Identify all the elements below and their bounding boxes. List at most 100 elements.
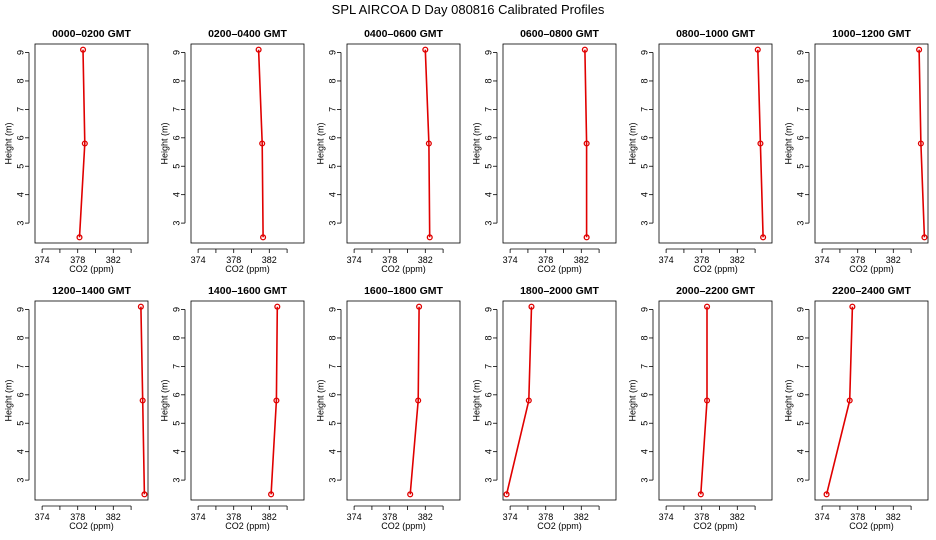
y-tick-label: 6 [639,135,649,140]
data-point [76,234,83,241]
y-tick-label: 5 [639,164,649,169]
plot-frame [34,300,149,501]
panel-title: 2200–2400 GMT [832,285,911,297]
profile-line [257,49,264,238]
y-tick-label: 7 [327,364,337,369]
y-tick-label: 3 [15,478,25,483]
y-axis-label: Height (m) [315,122,325,164]
data-point [583,234,590,241]
data-point [846,397,853,404]
plot-frame [190,43,305,244]
data-point [823,491,830,498]
y-tick-label: 5 [327,421,337,426]
data-point [407,491,414,498]
y-tick-label: 5 [483,164,493,169]
x-tick-label: 374 [35,255,50,265]
y-tick-label: 3 [327,221,337,226]
profile-line [270,306,279,495]
x-tick-label: 378 [382,512,397,522]
y-tick-label: 9 [171,50,181,55]
x-tick-label: 382 [730,512,745,522]
data-point [137,303,144,310]
y-tick-label: 3 [483,478,493,483]
data-point [916,46,923,53]
x-axis-label: CO2 (ppm) [225,521,270,531]
data-point [917,140,924,147]
data-point [260,234,267,241]
y-tick-label: 5 [639,421,649,426]
y-tick-label: 7 [171,107,181,112]
data-point [757,140,764,147]
y-tick-label: 8 [795,335,805,340]
panel-title: 1400–1600 GMT [208,285,287,297]
x-axis-label: CO2 (ppm) [849,521,894,531]
x-tick-label: 382 [418,255,433,265]
data-point [581,46,588,53]
y-tick-label: 8 [795,78,805,83]
x-tick-label: 382 [106,512,121,522]
y-tick-label: 5 [327,164,337,169]
y-tick-label: 9 [795,50,805,55]
plot-frame [658,43,773,244]
x-axis-label: CO2 (ppm) [693,264,738,274]
y-tick-label: 4 [327,192,337,197]
y-tick-label: 7 [483,107,493,112]
plot-frame [658,300,773,501]
plot-frame [346,300,461,501]
panel-title: 0400–0600 GMT [364,28,443,40]
x-axis-label: CO2 (ppm) [225,264,270,274]
y-tick-label: 8 [639,78,649,83]
data-point [268,491,275,498]
x-axis-label: CO2 (ppm) [537,264,582,274]
x-tick-label: 374 [659,512,674,522]
y-tick-label: 3 [483,221,493,226]
y-tick-label: 4 [795,192,805,197]
data-point [139,397,146,404]
y-tick-label: 9 [327,50,337,55]
y-tick-label: 8 [483,78,493,83]
y-tick-label: 7 [15,364,25,369]
x-axis-label: CO2 (ppm) [381,521,426,531]
x-axis-label: CO2 (ppm) [381,264,426,274]
data-point [141,491,148,498]
y-tick-label: 7 [483,364,493,369]
x-axis-label: CO2 (ppm) [693,521,738,531]
profile-line [918,49,926,238]
panel-title: 2000–2200 GMT [676,285,755,297]
y-tick-label: 6 [483,135,493,140]
y-tick-label: 9 [15,307,25,312]
x-tick-label: 374 [35,512,50,522]
x-tick-label: 378 [382,255,397,265]
y-tick-label: 9 [327,307,337,312]
panel-title: 1600–1800 GMT [364,285,443,297]
panel-title: 1800–2000 GMT [520,285,599,297]
data-point [697,491,704,498]
x-tick-label: 378 [694,512,709,522]
data-point [754,46,761,53]
x-axis-label: CO2 (ppm) [69,264,114,274]
profile-line [825,306,854,495]
x-tick-label: 382 [886,512,901,522]
data-point [415,397,422,404]
y-tick-label: 9 [483,50,493,55]
data-point [79,46,87,53]
x-axis-label: CO2 (ppm) [537,521,582,531]
panel-title: 1200–1400 GMT [52,285,131,297]
x-tick-label: 382 [262,255,277,265]
y-tick-label: 4 [171,192,181,197]
y-tick-label: 9 [15,50,25,55]
y-tick-label: 7 [639,107,649,112]
y-tick-label: 6 [327,135,337,140]
profile-line [700,306,708,495]
y-tick-label: 4 [639,449,649,454]
y-tick-label: 4 [15,192,25,197]
figure-title: SPL AIRCOA D Day 080816 Calibrated Profi… [332,2,605,17]
y-axis-label: Height (m) [159,379,169,421]
x-tick-label: 374 [347,255,362,265]
x-tick-label: 374 [503,512,518,522]
y-tick-label: 9 [795,307,805,312]
y-tick-label: 9 [171,307,181,312]
